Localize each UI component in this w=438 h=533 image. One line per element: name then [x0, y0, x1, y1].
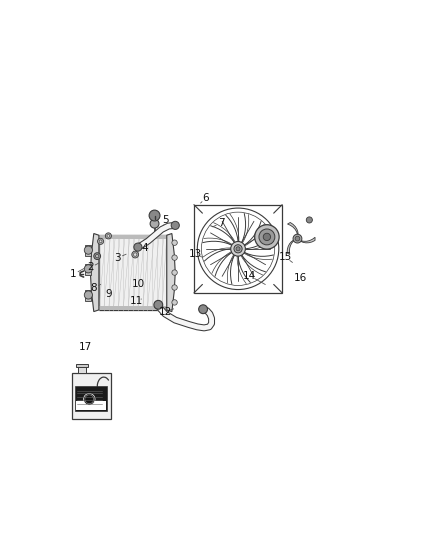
Bar: [76, 401, 106, 410]
Text: 12: 12: [159, 306, 172, 317]
Text: 17: 17: [79, 342, 92, 352]
Bar: [99, 306, 167, 310]
Circle shape: [172, 240, 177, 245]
Circle shape: [150, 219, 159, 228]
Text: 1: 1: [70, 269, 77, 279]
Text: 3: 3: [114, 253, 121, 263]
Circle shape: [85, 395, 94, 403]
Polygon shape: [287, 240, 294, 255]
Bar: [99, 235, 167, 239]
Circle shape: [94, 253, 101, 260]
Text: 2: 2: [87, 262, 94, 272]
Text: 7: 7: [218, 219, 224, 228]
Circle shape: [234, 245, 242, 253]
Circle shape: [172, 270, 177, 275]
Circle shape: [172, 255, 177, 260]
Circle shape: [149, 210, 160, 221]
Circle shape: [172, 300, 177, 305]
Text: 11: 11: [130, 296, 143, 306]
Text: 13: 13: [189, 249, 202, 259]
Circle shape: [84, 246, 92, 254]
Circle shape: [134, 253, 137, 256]
Circle shape: [107, 235, 110, 237]
Polygon shape: [90, 233, 99, 312]
Circle shape: [259, 229, 275, 245]
Circle shape: [171, 221, 179, 229]
Circle shape: [132, 251, 138, 258]
Bar: [75, 386, 107, 411]
Circle shape: [154, 301, 162, 309]
Circle shape: [172, 285, 177, 290]
Text: 10: 10: [131, 279, 145, 289]
Circle shape: [231, 241, 245, 256]
Text: 6: 6: [202, 193, 209, 203]
Text: 5: 5: [162, 215, 168, 225]
Circle shape: [306, 217, 312, 223]
Bar: [194, 205, 282, 293]
Bar: [99, 235, 167, 310]
Circle shape: [84, 291, 92, 299]
Bar: [76, 364, 88, 367]
Bar: [85, 264, 92, 275]
Text: 4: 4: [141, 243, 148, 253]
Circle shape: [84, 393, 95, 405]
Text: 14: 14: [243, 271, 257, 281]
Circle shape: [134, 243, 142, 251]
Circle shape: [199, 305, 208, 313]
Circle shape: [295, 236, 300, 241]
Circle shape: [105, 233, 111, 239]
Polygon shape: [167, 233, 175, 312]
Circle shape: [99, 240, 102, 243]
Circle shape: [98, 238, 104, 245]
Bar: [78, 367, 86, 373]
Text: 16: 16: [294, 273, 307, 282]
Circle shape: [95, 254, 99, 258]
Polygon shape: [287, 222, 298, 235]
Text: 15: 15: [279, 252, 292, 262]
Circle shape: [263, 233, 271, 240]
Text: 8: 8: [91, 283, 97, 293]
Circle shape: [236, 247, 240, 251]
Text: 9: 9: [106, 289, 113, 299]
Circle shape: [84, 265, 92, 273]
Bar: [85, 290, 92, 301]
Bar: [85, 245, 92, 256]
Circle shape: [293, 234, 302, 243]
Bar: [72, 373, 111, 418]
Circle shape: [254, 225, 279, 249]
Polygon shape: [300, 237, 315, 243]
